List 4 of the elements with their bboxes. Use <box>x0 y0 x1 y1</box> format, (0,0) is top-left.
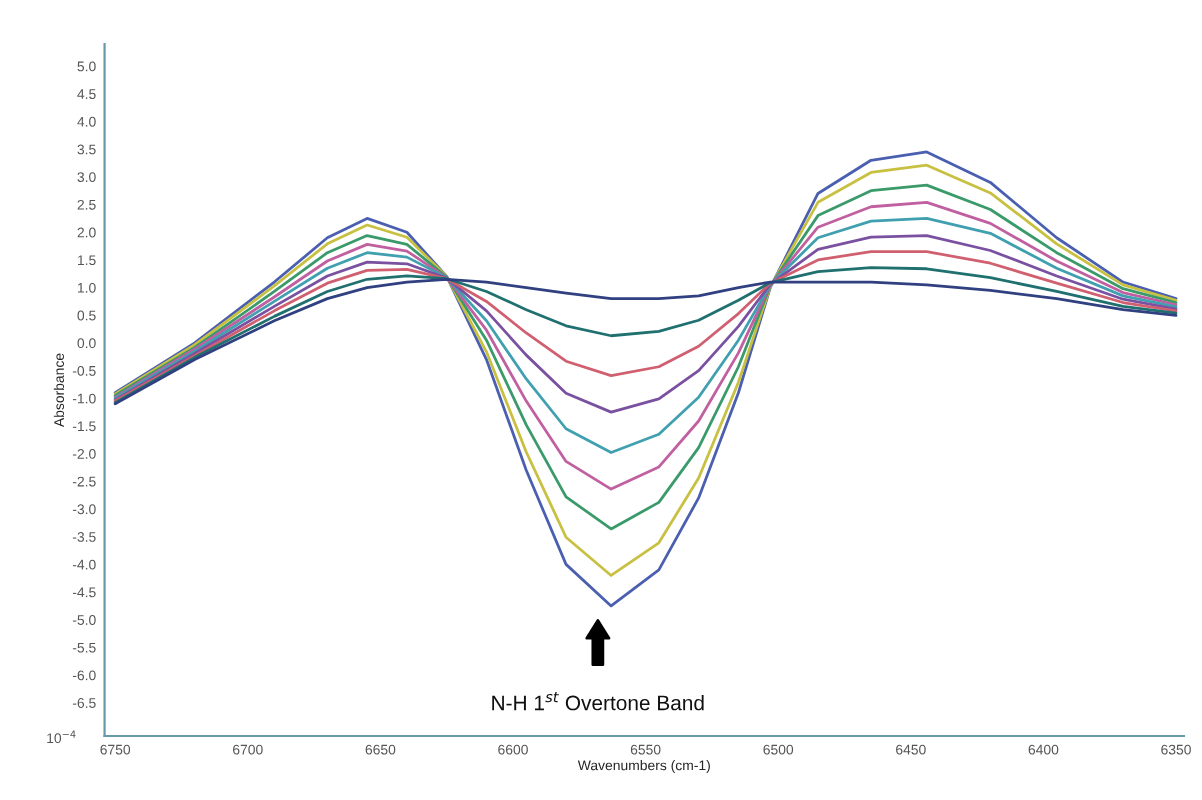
annotation: N-H 1$^{st}$ Overtone Band <box>492 691 704 711</box>
line-series <box>113 216 1178 454</box>
line-series <box>113 183 1178 531</box>
line-series <box>113 200 1178 491</box>
